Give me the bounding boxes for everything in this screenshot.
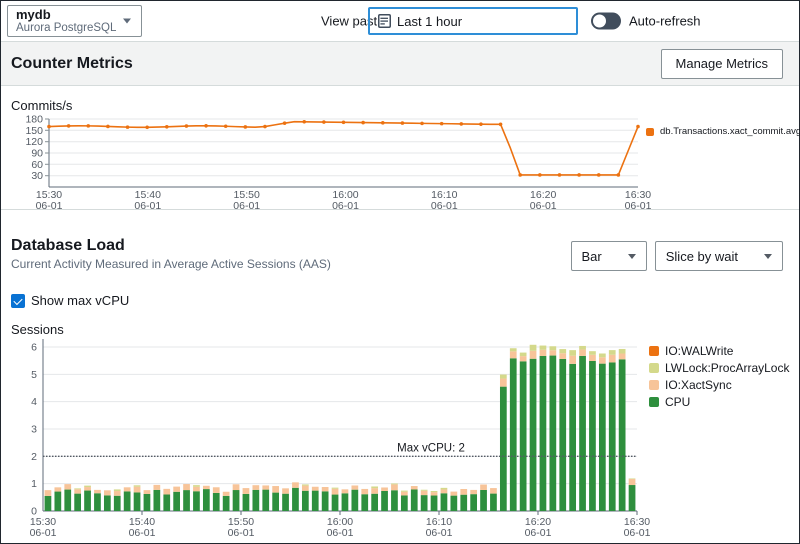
svg-text:06-01: 06-01 bbox=[327, 527, 354, 539]
svg-text:2: 2 bbox=[31, 451, 37, 463]
svg-text:3: 3 bbox=[31, 424, 37, 436]
svg-text:90: 90 bbox=[31, 148, 43, 160]
svg-text:5: 5 bbox=[31, 369, 37, 381]
svg-text:6: 6 bbox=[31, 342, 37, 354]
svg-text:120: 120 bbox=[25, 136, 43, 148]
svg-text:06-01: 06-01 bbox=[228, 527, 255, 539]
svg-text:1: 1 bbox=[31, 478, 37, 490]
svg-text:06-01: 06-01 bbox=[624, 527, 651, 539]
svg-text:06-01: 06-01 bbox=[129, 527, 156, 539]
svg-text:30: 30 bbox=[31, 170, 43, 182]
svg-text:4: 4 bbox=[31, 396, 37, 408]
svg-text:06-01: 06-01 bbox=[30, 527, 57, 539]
svg-text:06-01: 06-01 bbox=[525, 527, 552, 539]
svg-text:150: 150 bbox=[25, 125, 43, 137]
svg-text:06-01: 06-01 bbox=[426, 527, 453, 539]
svg-text:60: 60 bbox=[31, 159, 43, 171]
svg-text:Max vCPU: 2: Max vCPU: 2 bbox=[397, 442, 465, 454]
